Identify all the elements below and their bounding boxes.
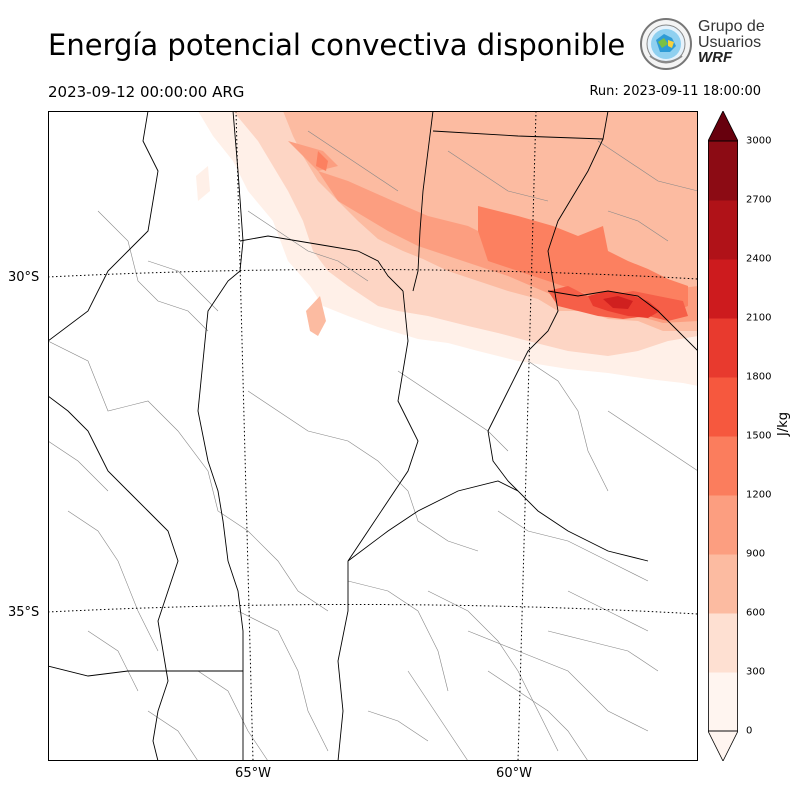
lon-label-60w: 60°W: [496, 766, 532, 781]
map-frame: [48, 111, 698, 761]
colorbar-tick-2400: 2400: [746, 253, 772, 265]
valid-time: 2023-09-12 00:00:00 ARG: [48, 83, 245, 101]
run-time: Run: 2023-09-11 18:00:00: [589, 84, 761, 99]
colorbar-max-arrow: [708, 111, 738, 142]
grupo-usuarios-wrf-logo: Grupo de Usuarios WRF: [638, 16, 768, 72]
logo-text-line2: Usuarios: [698, 34, 762, 51]
colorbar-tick-1500: 1500: [746, 430, 772, 442]
colorbar-tick-2100: 2100: [746, 312, 772, 324]
colorbar-tick-1200: 1200: [746, 489, 772, 501]
logo-text-line3: WRF: [698, 49, 733, 66]
colorbar-tick-1800: 1800: [746, 371, 772, 383]
colorbar-frame: [708, 140, 738, 732]
colorbar-segment-0: [708, 672, 738, 732]
colorbar: [708, 111, 738, 761]
graticule: [48, 111, 698, 761]
logo-globe-icon: [640, 18, 692, 70]
colorbar-segment-6: [708, 318, 738, 378]
colorbar-segment-3: [708, 495, 738, 555]
colorbar-tick-0: 0: [746, 725, 753, 737]
colorbar-segment-4: [708, 436, 738, 496]
colorbar-tick-900: 900: [746, 548, 766, 560]
colorbar-segment-7: [708, 259, 738, 319]
map-title: Energía potencial convectiva disponible: [48, 28, 626, 62]
lat-label-35s: 35°S: [8, 605, 40, 620]
colorbar-segment-2: [708, 554, 738, 614]
colorbar-min-arrow: [708, 730, 738, 761]
department-boundaries: [48, 130, 698, 761]
colorbar-unit-label: J/kg: [776, 412, 791, 436]
colorbar-tick-300: 300: [746, 666, 766, 678]
colorbar-segment-5: [708, 377, 738, 437]
colorbar-segment-1: [708, 613, 738, 673]
lon-label-65w: 65°W: [235, 766, 271, 781]
colorbar-segment-8: [708, 200, 738, 260]
colorbar-tick-2700: 2700: [746, 194, 772, 206]
colorbar-tick-3000: 3000: [746, 135, 772, 147]
province-borders: [48, 111, 698, 761]
lat-label-30s: 30°S: [8, 270, 40, 285]
colorbar-segment-9: [708, 141, 738, 201]
colorbar-tick-600: 600: [746, 607, 766, 619]
cape-map: [48, 111, 698, 761]
logo-text-line1: Grupo de: [698, 18, 765, 35]
